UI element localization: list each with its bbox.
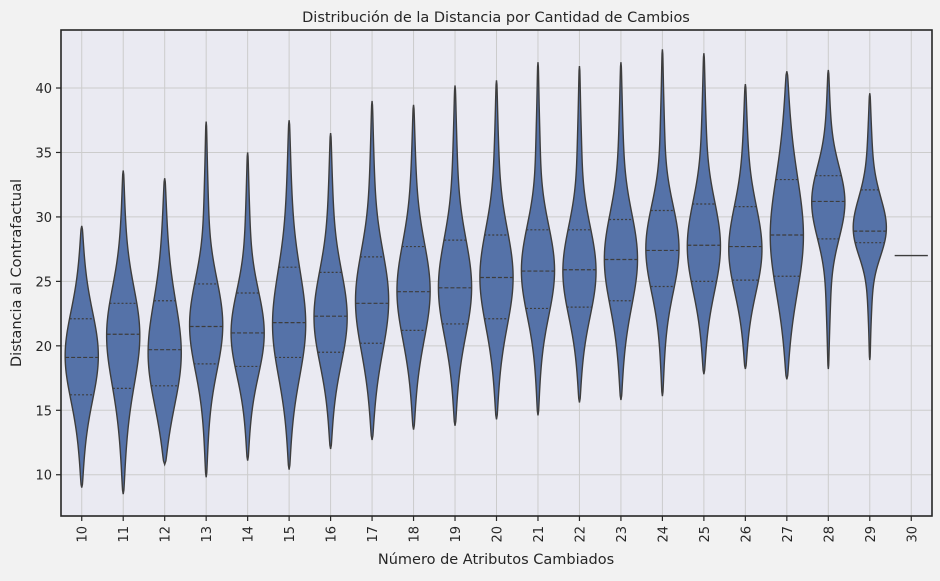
x-tick-label: 28: [822, 526, 837, 543]
violin-25: [686, 53, 722, 375]
y-tick-label: 40: [35, 82, 52, 97]
violin-body: [603, 62, 639, 401]
x-tick-label: 29: [864, 526, 879, 543]
x-tick-label: 30: [905, 526, 920, 543]
violin-15: [271, 120, 307, 470]
violin-body: [811, 69, 846, 370]
x-tick-label: 26: [739, 526, 754, 543]
x-tick-label: 15: [283, 526, 298, 543]
x-tick-label: 25: [698, 526, 713, 543]
x-tick-label: 11: [117, 526, 132, 543]
violin-body: [313, 133, 348, 450]
y-axis-ticks: 10 15 20 25 30 35 40: [35, 82, 61, 484]
x-axis-ticks: 10 11 12 13 14 15 16 17 18 19 20 21 22 23 24 25 26 27 28 29…: [76, 516, 920, 543]
violin-body: [562, 66, 597, 403]
violin-body: [852, 93, 888, 361]
x-tick-label: 13: [200, 526, 215, 543]
violin-body: [147, 178, 182, 467]
violin-body: [686, 53, 722, 375]
violin-19: [437, 85, 473, 426]
violin-body: [437, 85, 473, 426]
x-tick-label: 14: [242, 526, 257, 543]
x-tick-label: 22: [573, 526, 588, 543]
violin-body: [728, 84, 763, 370]
violins: [64, 49, 928, 495]
violin-29: [852, 93, 888, 361]
violin-13: [188, 121, 224, 478]
violin-24: [645, 49, 680, 397]
y-axis-label: Distancia al Contrafactual: [9, 179, 25, 367]
y-tick-label: 35: [35, 146, 52, 161]
violin-20: [479, 80, 514, 420]
y-tick-label: 20: [35, 340, 52, 355]
y-tick-label: 15: [35, 404, 52, 419]
violin-16: [313, 133, 348, 450]
violin-body: [188, 121, 224, 478]
violin-14: [230, 152, 265, 461]
violin-body: [396, 104, 431, 430]
violin-23: [603, 62, 639, 401]
violin-28: [811, 69, 846, 370]
violin-11: [105, 170, 141, 495]
violin-body: [645, 49, 680, 397]
violin-10: [64, 225, 100, 488]
chart-title: Distribución de la Distancia por Cantida…: [302, 10, 690, 26]
violin-body: [271, 120, 307, 470]
x-tick-label: 23: [615, 526, 630, 543]
y-tick-label: 10: [35, 469, 52, 484]
violin-body: [105, 170, 141, 495]
x-tick-label: 21: [532, 526, 547, 543]
violin-body: [354, 100, 390, 441]
x-tick-label: 18: [408, 526, 423, 543]
violin-17: [354, 100, 390, 441]
x-axis-label: Número de Atributos Cambiados: [378, 552, 614, 568]
x-tick-label: 10: [76, 526, 91, 543]
violin-body: [230, 152, 265, 461]
violin-body: [520, 62, 556, 416]
x-tick-label: 19: [449, 526, 464, 543]
violin-body: [64, 225, 100, 488]
violin-21: [520, 62, 556, 416]
violin-26: [728, 84, 763, 370]
y-tick-label: 30: [35, 211, 52, 226]
x-tick-label: 16: [325, 526, 340, 543]
violin-22: [562, 66, 597, 403]
x-tick-label: 20: [491, 526, 506, 543]
violin-18: [396, 104, 431, 430]
violin-12: [147, 178, 182, 467]
x-tick-label: 27: [781, 526, 796, 543]
violin-27: [769, 71, 805, 380]
y-tick-label: 25: [35, 275, 52, 290]
violin-body: [479, 80, 514, 420]
x-tick-label: 24: [656, 526, 671, 543]
x-tick-label: 12: [159, 526, 174, 543]
x-tick-label: 17: [366, 526, 381, 543]
